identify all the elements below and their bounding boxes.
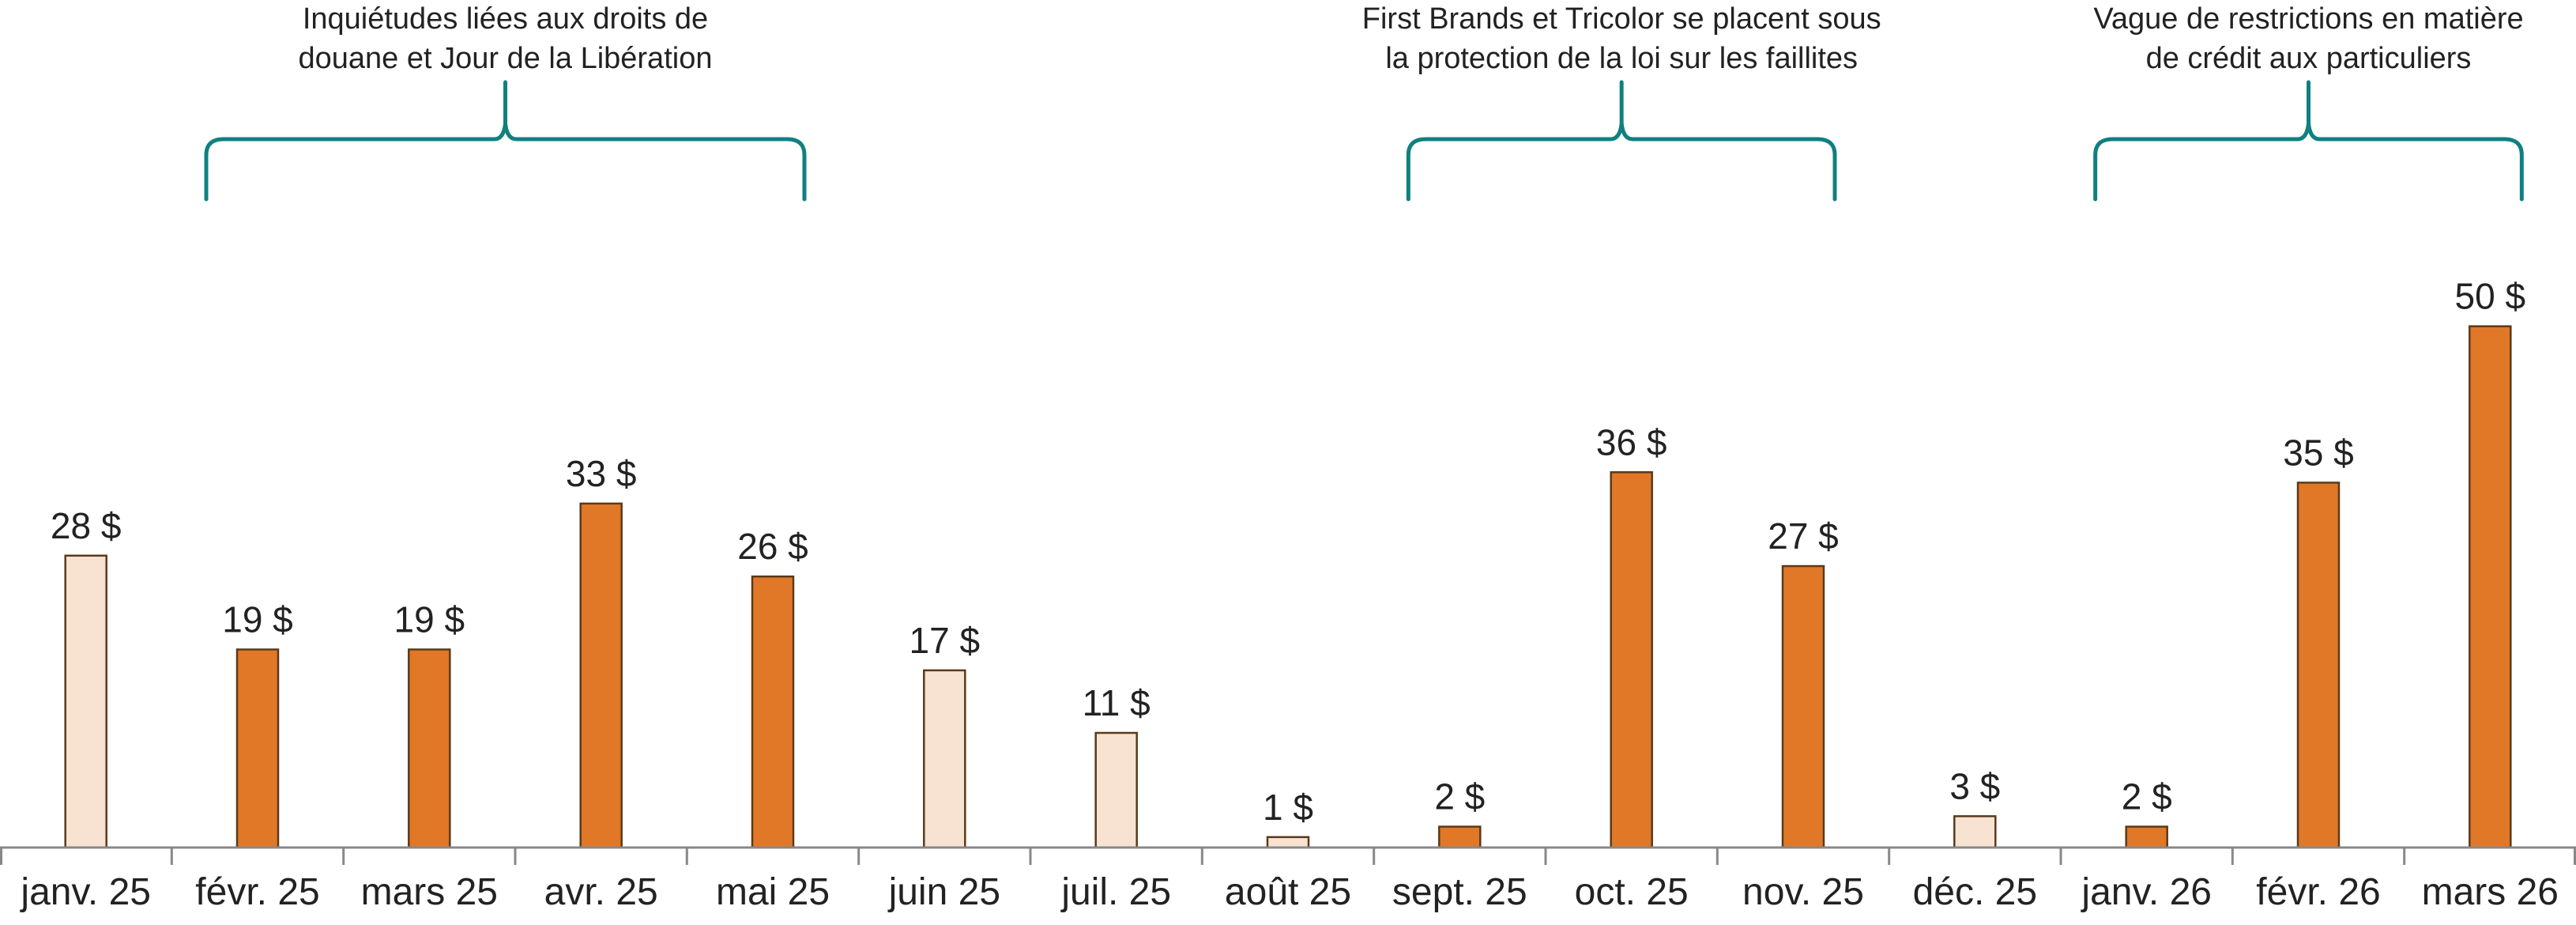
bar-12 [2125, 825, 2168, 849]
bars [64, 325, 2512, 849]
value-label-1: 19 $ [222, 599, 293, 640]
bar-2 [408, 648, 451, 849]
annotation-2-line-0: Vague de restrictions en matière [2093, 2, 2523, 36]
annotation-2-line-1: de crédit aux particuliers [2146, 42, 2472, 75]
bar-0 [64, 554, 107, 849]
x-tick-labels: janv. 25 févr. 25 mars 25 avr. 25 mai 25 juin… [19, 871, 2559, 913]
bar-13 [2296, 481, 2341, 849]
value-label-10: 27 $ [1768, 515, 1839, 557]
x-tick-label-5: juin 25 [887, 871, 1000, 913]
bar-14 [2469, 325, 2512, 849]
x-tick-label-4: mai 25 [716, 871, 830, 913]
bar-11 [1953, 815, 1997, 849]
bar-1 [235, 648, 280, 849]
annotation-brackets [204, 80, 2524, 202]
bar-4 [751, 575, 795, 849]
annotation-0-line-0: Inquiétudes liées aux droits de [303, 2, 708, 36]
value-label-11: 3 $ [1949, 765, 2000, 806]
x-tick-label-6: juil. 25 [1060, 871, 1171, 913]
x-axis [0, 846, 2576, 865]
value-label-6: 11 $ [1083, 682, 1151, 723]
x-tick-label-11: déc. 25 [1913, 871, 2037, 913]
annotation-bracket-1 [1406, 80, 1837, 202]
annotation-1-line-0: First Brands et Tricolor se placent sous [1362, 2, 1881, 36]
x-tick-label-0: janv. 25 [19, 871, 151, 913]
value-label-13: 35 $ [2283, 432, 2354, 474]
value-label-7: 1 $ [1263, 787, 1313, 828]
annotation-1-line-1: la protection de la loi sur les faillite… [1385, 42, 1858, 75]
value-label-4: 26 $ [737, 526, 808, 567]
bar-6 [1094, 731, 1138, 849]
x-tick-label-13: févr. 26 [2256, 871, 2380, 913]
value-label-12: 2 $ [2122, 776, 2172, 817]
bar-5 [923, 669, 966, 849]
value-label-0: 28 $ [51, 505, 122, 546]
x-tick-label-2: mars 25 [361, 871, 498, 913]
value-label-9: 36 $ [1596, 421, 1667, 462]
annotation-bracket-2 [2093, 80, 2524, 202]
x-tick-label-10: nov. 25 [1742, 871, 1864, 913]
annotation-bracket-0 [204, 80, 807, 202]
bar-7 [1266, 836, 1310, 849]
value-label-3: 33 $ [566, 453, 637, 494]
value-label-2: 19 $ [394, 599, 465, 640]
bar-3 [579, 502, 623, 849]
bar-9 [1610, 471, 1653, 849]
value-label-5: 17 $ [910, 620, 981, 661]
x-tick-label-1: févr. 25 [195, 871, 319, 913]
annotation-0-line-1: douane et Jour de la Libération [299, 42, 713, 75]
value-label-8: 2 $ [1434, 776, 1485, 817]
x-tick-label-3: avr. 25 [544, 871, 658, 913]
x-tick-label-12: janv. 26 [2080, 871, 2212, 913]
bar-10 [1781, 564, 1825, 849]
x-tick-label-14: mars 26 [2422, 871, 2559, 913]
x-tick-label-8: sept. 25 [1392, 871, 1527, 913]
x-tick-label-9: oct. 25 [1575, 871, 1689, 913]
value-labels: 28 $ 19 $ 19 $ 33 $ 26 $ 17 $ 11 $ 1 $ 2 $ 36 $ 27… [51, 276, 2525, 828]
annotation-labels: Inquiétudes liées aux droits de douane et… [299, 2, 2524, 75]
bar-8 [1438, 825, 1482, 849]
value-label-14: 50 $ [2455, 276, 2526, 317]
x-tick-label-7: août 25 [1225, 871, 1351, 913]
